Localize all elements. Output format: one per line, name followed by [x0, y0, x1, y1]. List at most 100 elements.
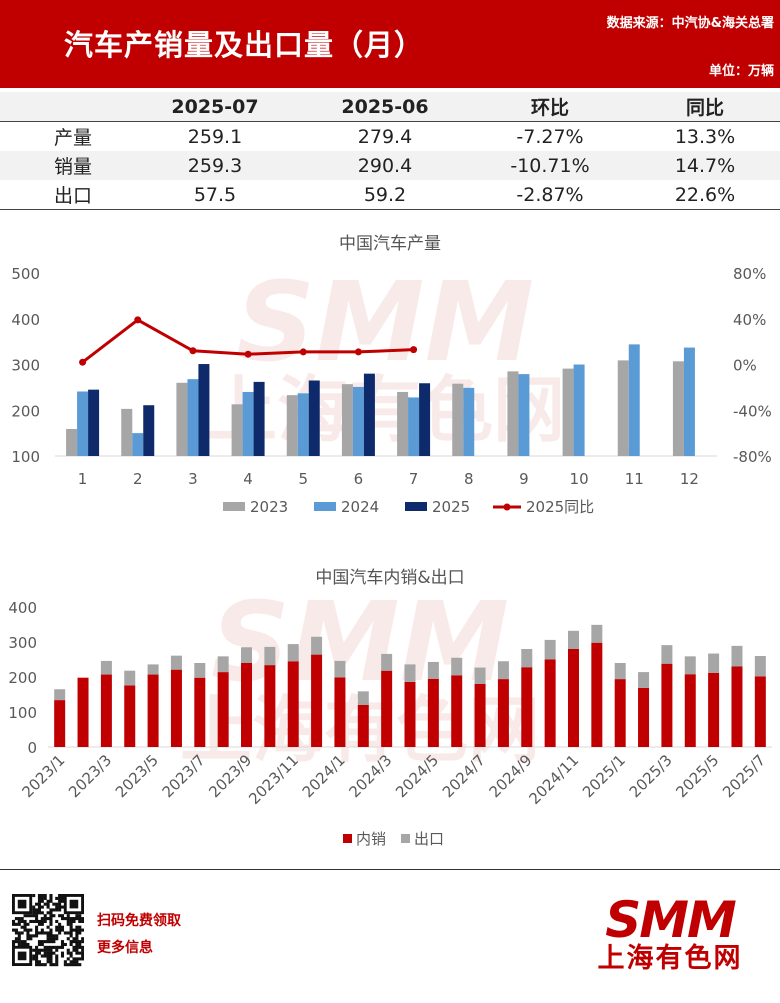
- legend-swatch-2023: [223, 502, 245, 511]
- bar-出口: [241, 647, 253, 663]
- sales-export-chart: SMM上海有色网01002003004002023/12023/32023/52…: [8, 585, 772, 848]
- bar-内销: [638, 687, 650, 747]
- bar-内销: [241, 663, 253, 747]
- y2-tick-label: -40%: [733, 402, 772, 420]
- x-tick-label: 3: [188, 470, 198, 488]
- watermark-text: SMM: [236, 258, 534, 386]
- summary-col-yoy: 同比: [630, 92, 780, 122]
- bar-出口: [497, 661, 509, 680]
- bar-2023: [672, 361, 684, 456]
- legend-label: 2023: [250, 498, 288, 516]
- bar-2024: [573, 364, 585, 456]
- bar-出口: [661, 645, 673, 664]
- data-source: 数据来源：中汽协&海关总署: [606, 16, 774, 31]
- y-tick-label: 400: [8, 599, 37, 617]
- bar-内销: [287, 661, 299, 747]
- y-tick-label: 300: [11, 357, 40, 375]
- bar-内销: [264, 665, 276, 747]
- y-tick-label: 300: [8, 634, 37, 652]
- bar-出口: [614, 663, 626, 680]
- bar-2024: [77, 391, 89, 456]
- bar-2023: [341, 384, 353, 456]
- bar-2023: [286, 395, 298, 456]
- y2-tick-label: -80%: [733, 448, 772, 466]
- bar-2023: [507, 371, 519, 456]
- bar-2024: [187, 379, 199, 456]
- bar-出口: [638, 672, 650, 688]
- qr-code-icon[interactable]: [12, 894, 84, 980]
- bar-2025: [143, 405, 155, 456]
- bar-内销: [124, 685, 136, 747]
- x-tick-label: 2023/3: [65, 751, 115, 801]
- cell-cur: 57.5: [130, 180, 300, 210]
- bar-2024: [683, 347, 695, 456]
- bar-出口: [427, 661, 439, 679]
- bar-内销: [100, 674, 112, 747]
- bar-2025: [88, 389, 100, 456]
- line-point: [244, 350, 252, 358]
- bar-内销: [147, 674, 159, 747]
- legend-label: 2025: [432, 498, 470, 516]
- bar-2025: [308, 380, 320, 456]
- y-tick-label: 400: [11, 311, 40, 329]
- bar-内销: [194, 677, 206, 747]
- bar-内销: [170, 669, 182, 747]
- report-header: 汽车产销量及出口量（月） 数据来源：中汽协&海关总署 单位：万辆: [0, 0, 780, 88]
- line-point: [79, 358, 87, 366]
- bar-出口: [54, 689, 66, 701]
- cell-cur: 259.3: [130, 151, 300, 180]
- cell-yoy: 13.3%: [630, 121, 780, 151]
- watermark-subtext: 上海有色网: [205, 368, 565, 452]
- bar-2023: [562, 368, 574, 456]
- legend-swatch-2024: [314, 502, 336, 511]
- promo-line-1: 扫码免费领取: [97, 913, 181, 929]
- cell-prev: 290.4: [300, 151, 470, 180]
- x-tick-label: 12: [680, 470, 699, 488]
- bar-内销: [451, 675, 463, 747]
- bar-内销: [591, 642, 603, 747]
- bar-出口: [684, 656, 696, 675]
- y2-tick-label: 80%: [733, 265, 766, 283]
- y-tick-label: 200: [8, 669, 37, 687]
- bar-内销: [54, 700, 66, 747]
- unit-label: 单位：万辆: [708, 64, 774, 79]
- legend-swatch-2025: [405, 502, 427, 511]
- bar-2023: [176, 382, 188, 456]
- bar-出口: [754, 656, 766, 677]
- bar-出口: [217, 656, 229, 673]
- production-chart-title: 中国汽车产量: [339, 234, 441, 254]
- bar-出口: [124, 670, 136, 686]
- bar-内销: [381, 670, 393, 747]
- promo-line-2: 更多信息: [97, 940, 153, 956]
- bar-2025: [198, 364, 210, 456]
- x-tick-label: 2: [133, 470, 143, 488]
- cell-prev: 279.4: [300, 121, 470, 151]
- logo-subtext: 上海有色网: [598, 942, 743, 971]
- x-tick-label: 7: [409, 470, 419, 488]
- bar-出口: [357, 691, 369, 705]
- bar-内销: [754, 676, 766, 747]
- table-row: 销量 259.3 290.4 -10.71% 14.7%: [0, 151, 780, 180]
- bar-内销: [311, 654, 323, 747]
- legend-swatch-内销: [343, 834, 352, 843]
- bar-内销: [474, 684, 486, 747]
- x-tick-label: 2023/5: [112, 751, 162, 801]
- bar-2024: [297, 393, 309, 456]
- summary-col-prev: 2025-06: [300, 92, 470, 122]
- x-tick-label: 2023/1: [18, 751, 68, 801]
- bar-2024: [463, 387, 475, 456]
- legend-label: 2025同比: [526, 498, 594, 516]
- bar-出口: [404, 664, 416, 682]
- summary-col-cur: 2025-07: [130, 92, 300, 122]
- y-tick-label: 200: [11, 402, 40, 420]
- y-tick-label: 500: [11, 265, 40, 283]
- bar-内销: [404, 681, 416, 747]
- bar-2024: [628, 344, 640, 456]
- bar-内销: [217, 672, 229, 747]
- bar-出口: [287, 644, 299, 662]
- line-point: [410, 346, 418, 354]
- cell-yoy: 14.7%: [630, 151, 780, 180]
- summary-table: 2025-07 2025-06 环比 同比 产量 259.1 279.4 -7.…: [0, 92, 780, 210]
- row-label: 销量: [0, 151, 130, 180]
